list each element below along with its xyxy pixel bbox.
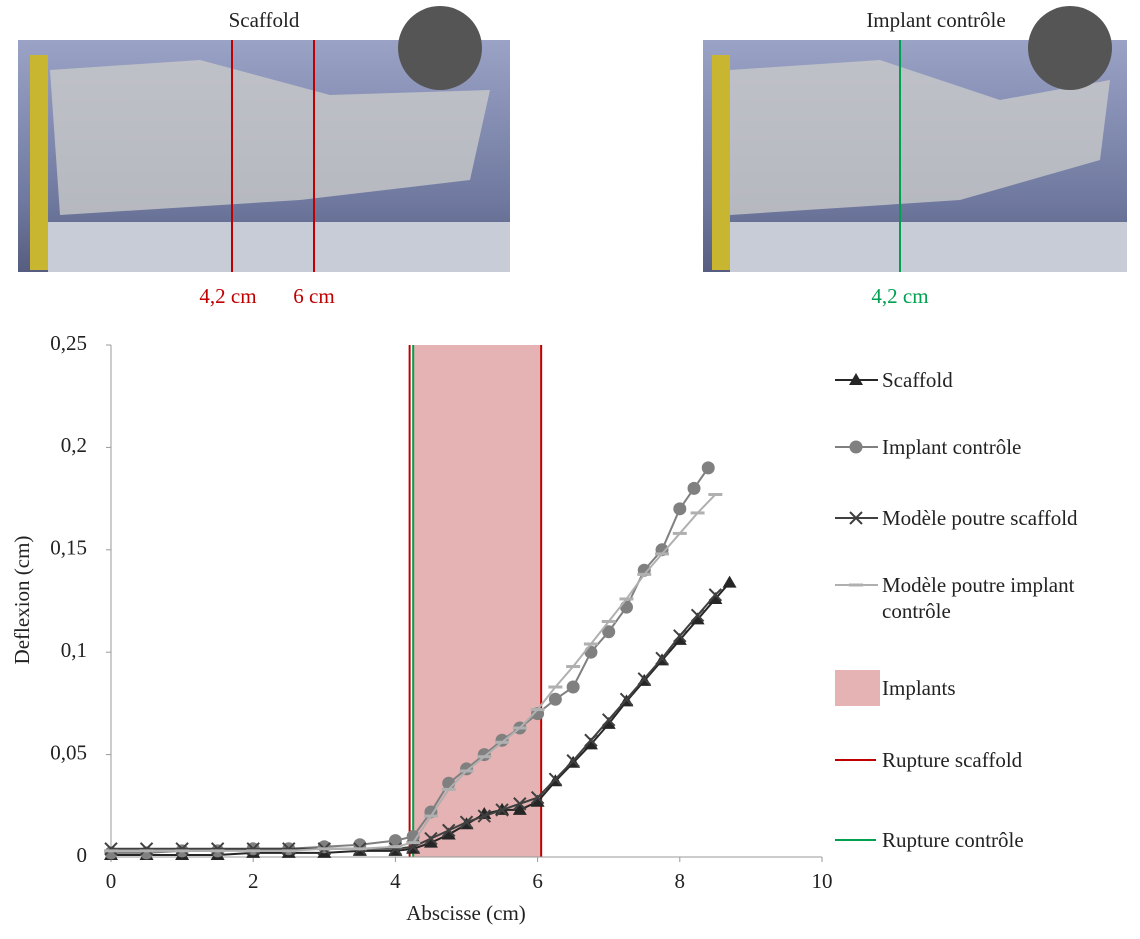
point bbox=[687, 481, 701, 495]
legend-label: Modèle poutre scaffold bbox=[882, 506, 1078, 530]
x-tick-label: 8 bbox=[675, 869, 686, 893]
legend-marker bbox=[849, 373, 863, 385]
point bbox=[459, 815, 474, 829]
point bbox=[584, 733, 598, 747]
point bbox=[637, 672, 651, 686]
legend-label: Modèle poutre implant contrôle bbox=[882, 573, 1075, 623]
point bbox=[175, 842, 189, 856]
point bbox=[655, 651, 669, 666]
photo-control bbox=[703, 6, 1127, 272]
point bbox=[441, 827, 456, 840]
point bbox=[673, 629, 687, 643]
photo-mark: 4,2 cm bbox=[871, 284, 928, 308]
legend-swatch bbox=[835, 670, 880, 706]
point bbox=[673, 502, 687, 516]
point bbox=[282, 842, 296, 856]
point bbox=[495, 803, 509, 817]
point bbox=[566, 680, 580, 694]
legend-label: Implants bbox=[882, 676, 956, 700]
point bbox=[701, 461, 715, 475]
y-tick-label: 0,05 bbox=[50, 740, 87, 764]
x-tick-label: 10 bbox=[812, 869, 833, 893]
photo-scaffold bbox=[18, 6, 510, 272]
point bbox=[477, 809, 491, 823]
photo-title: Scaffold bbox=[229, 8, 300, 32]
point bbox=[566, 754, 580, 768]
point bbox=[690, 612, 705, 625]
point bbox=[424, 831, 438, 846]
point bbox=[672, 632, 687, 645]
y-axis-title: Deflexion (cm) bbox=[10, 536, 34, 665]
point bbox=[460, 762, 473, 776]
point bbox=[388, 834, 402, 848]
point bbox=[583, 737, 598, 750]
x-axis-title: Abscisse (cm) bbox=[406, 901, 526, 925]
legend-label: Scaffold bbox=[882, 368, 953, 392]
point bbox=[619, 692, 634, 707]
y-tick-label: 0,2 bbox=[61, 433, 87, 457]
point bbox=[530, 794, 545, 807]
legend-label: Rupture contrôle bbox=[882, 828, 1024, 852]
point bbox=[708, 591, 723, 604]
point bbox=[530, 790, 545, 805]
x-tick-label: 4 bbox=[390, 869, 401, 893]
point bbox=[584, 645, 598, 659]
legend-label: Rupture scaffold bbox=[882, 748, 1023, 772]
point bbox=[722, 575, 737, 588]
x-tick-label: 0 bbox=[106, 869, 117, 893]
point bbox=[388, 842, 403, 856]
y-tick-label: 0,25 bbox=[50, 331, 87, 355]
legend-marker bbox=[849, 440, 863, 454]
point bbox=[548, 692, 562, 706]
point bbox=[477, 806, 492, 819]
point bbox=[104, 842, 118, 856]
point bbox=[601, 716, 616, 729]
point bbox=[601, 713, 616, 727]
point bbox=[602, 625, 616, 639]
x-tick-label: 2 bbox=[248, 869, 259, 893]
point bbox=[442, 823, 456, 838]
point bbox=[317, 840, 331, 854]
point bbox=[548, 772, 563, 786]
point bbox=[423, 835, 438, 848]
legend-marker bbox=[849, 511, 863, 525]
point bbox=[619, 600, 633, 614]
point bbox=[139, 842, 154, 856]
point bbox=[246, 842, 260, 856]
photo-title: Implant contrôle bbox=[866, 8, 1005, 32]
point bbox=[690, 608, 705, 623]
photo-mark: 4,2 cm bbox=[199, 284, 256, 308]
point bbox=[210, 842, 225, 856]
y-tick-label: 0,1 bbox=[61, 638, 87, 662]
y-tick-label: 0 bbox=[77, 843, 88, 867]
band bbox=[413, 345, 542, 857]
point bbox=[406, 830, 420, 844]
legend-label: Implant contrôle bbox=[882, 435, 1022, 459]
point bbox=[708, 588, 723, 602]
y-tick-label: 0,15 bbox=[50, 536, 87, 560]
point bbox=[513, 797, 527, 811]
x-tick-label: 6 bbox=[532, 869, 543, 893]
photo-mark: 6 cm bbox=[293, 284, 334, 308]
point bbox=[512, 802, 527, 815]
